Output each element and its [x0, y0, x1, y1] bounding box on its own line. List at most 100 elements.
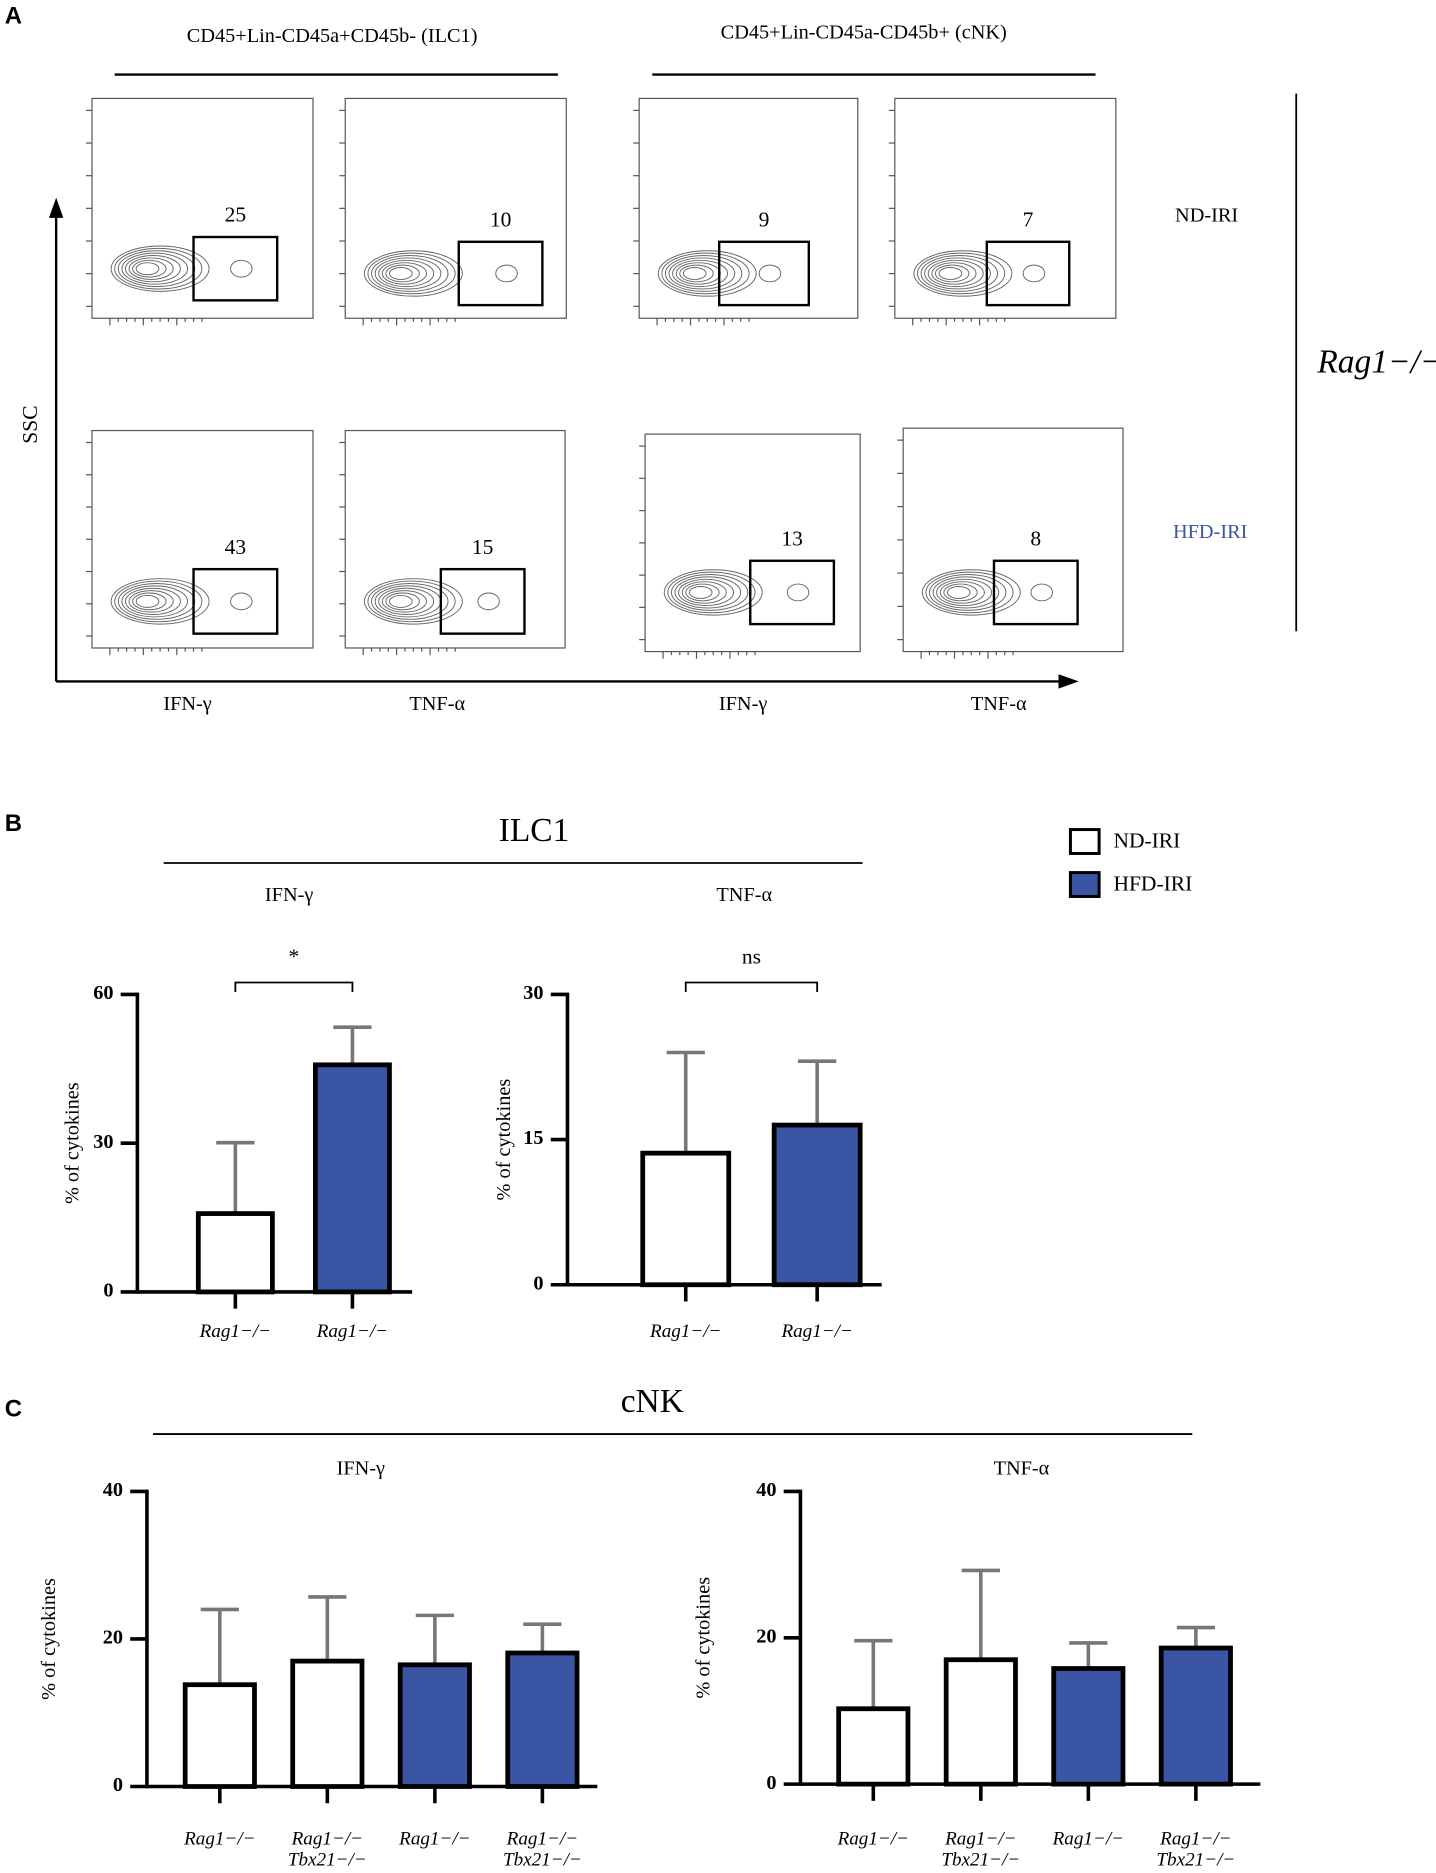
chart-title: IFN-γ [337, 1458, 385, 1480]
x-tick-label: Rag1−/− [837, 1829, 909, 1850]
x-tick-label: Rag1−/− [398, 1829, 470, 1850]
contour [1030, 583, 1053, 602]
x-tick-label: Rag1−/− Tbx21−/− [288, 1829, 367, 1871]
x-tick-label: Rag1−/− Tbx21−/− [1156, 1829, 1235, 1871]
contour [924, 257, 991, 290]
contour [477, 592, 500, 611]
contour [939, 581, 985, 604]
contour [758, 264, 782, 283]
contour [132, 259, 167, 278]
contour [674, 576, 742, 609]
significance-bracket [684, 981, 819, 993]
y-tick-label: 0 [103, 1280, 113, 1302]
strain-label: Rag1−/− [1316, 344, 1436, 381]
gate [992, 559, 1079, 626]
chart-title: TNF-α [716, 884, 772, 906]
y-tick-label: 40 [103, 1479, 123, 1501]
bar [397, 1662, 472, 1789]
contour [667, 571, 756, 614]
gate-value: 43 [225, 535, 247, 559]
error-bar [200, 1607, 239, 1685]
bar [195, 1211, 275, 1295]
gate-value: 15 [472, 535, 494, 559]
error-bar [1176, 1625, 1215, 1649]
y-tick-label: 30 [523, 982, 543, 1004]
contour [135, 262, 160, 276]
error-bar [961, 1568, 1000, 1660]
contour [681, 581, 727, 604]
error-bar [798, 1059, 837, 1126]
contour [117, 582, 196, 620]
contour [114, 580, 203, 623]
panel-label: B [5, 810, 22, 837]
contour [385, 264, 420, 283]
contour [679, 264, 714, 283]
gate [718, 240, 810, 307]
contour [363, 578, 463, 625]
contour [388, 267, 413, 280]
contour [367, 580, 456, 623]
contour [685, 583, 720, 602]
contour [934, 264, 970, 283]
group-title: CD45+Lin-CD45a+CD45b- (ILC1) [187, 25, 478, 47]
bar [505, 1650, 580, 1789]
group-title: CD45+Lin-CD45a-CD45b+ (cNK) [721, 22, 1007, 44]
panel-label: A [5, 3, 22, 30]
contour [678, 578, 735, 607]
contour [367, 252, 456, 295]
gate-value: 13 [781, 526, 803, 550]
legend-label: ND-IRI [1113, 829, 1180, 853]
row-label: ND-IRI [1175, 204, 1238, 226]
x-tick-label: Rag1−/− [316, 1321, 388, 1342]
contour [378, 259, 435, 288]
x-axis-label: IFN-γ [163, 693, 211, 715]
gate [749, 559, 836, 626]
plot-frame [344, 429, 566, 649]
contour [132, 592, 167, 611]
y-tick-label: 20 [756, 1625, 776, 1647]
contour [663, 569, 763, 616]
y-axis-label: % of cytokines [693, 1577, 715, 1699]
error-bar [666, 1050, 705, 1154]
y-axis-label: SSC [18, 405, 42, 443]
x-tick-label: Rag1−/− Tbx21−/− [503, 1829, 582, 1871]
contour [917, 252, 1006, 295]
y-tick-label: 40 [756, 1479, 776, 1501]
arrow-head [1058, 674, 1079, 689]
contour [124, 255, 181, 283]
gate-value: 25 [225, 203, 247, 227]
legend-swatch [1068, 828, 1101, 855]
gate-value: 8 [1030, 526, 1041, 550]
contour [927, 259, 984, 288]
contour [925, 571, 1014, 614]
gate [192, 567, 279, 635]
significance-label: ns [742, 945, 761, 969]
panel-label: C [5, 1396, 22, 1423]
significance-bracket [234, 981, 354, 993]
contour [121, 585, 189, 618]
contour [682, 267, 707, 280]
contour [385, 592, 420, 611]
chart-title: IFN-γ [265, 884, 313, 906]
error-bar [523, 1622, 562, 1653]
contour [230, 259, 253, 278]
y-axis-label: % of cytokines [38, 1578, 60, 1700]
x-axis-label: IFN-γ [719, 693, 767, 715]
contour [672, 259, 729, 288]
contour [688, 585, 713, 599]
contour [371, 255, 449, 292]
contour [932, 576, 1000, 609]
contour [931, 262, 977, 285]
contour [920, 255, 999, 292]
x-tick-label: Rag1−/− [1052, 1829, 1124, 1850]
error-bar [415, 1613, 454, 1665]
contour [117, 250, 196, 288]
contour [114, 247, 203, 290]
y-axis-label: % of cytokines [62, 1082, 84, 1204]
error-bar [1069, 1641, 1108, 1669]
contour [661, 252, 750, 295]
bar [771, 1122, 863, 1288]
y-tick-label: 0 [766, 1772, 776, 1794]
contour [374, 257, 442, 290]
